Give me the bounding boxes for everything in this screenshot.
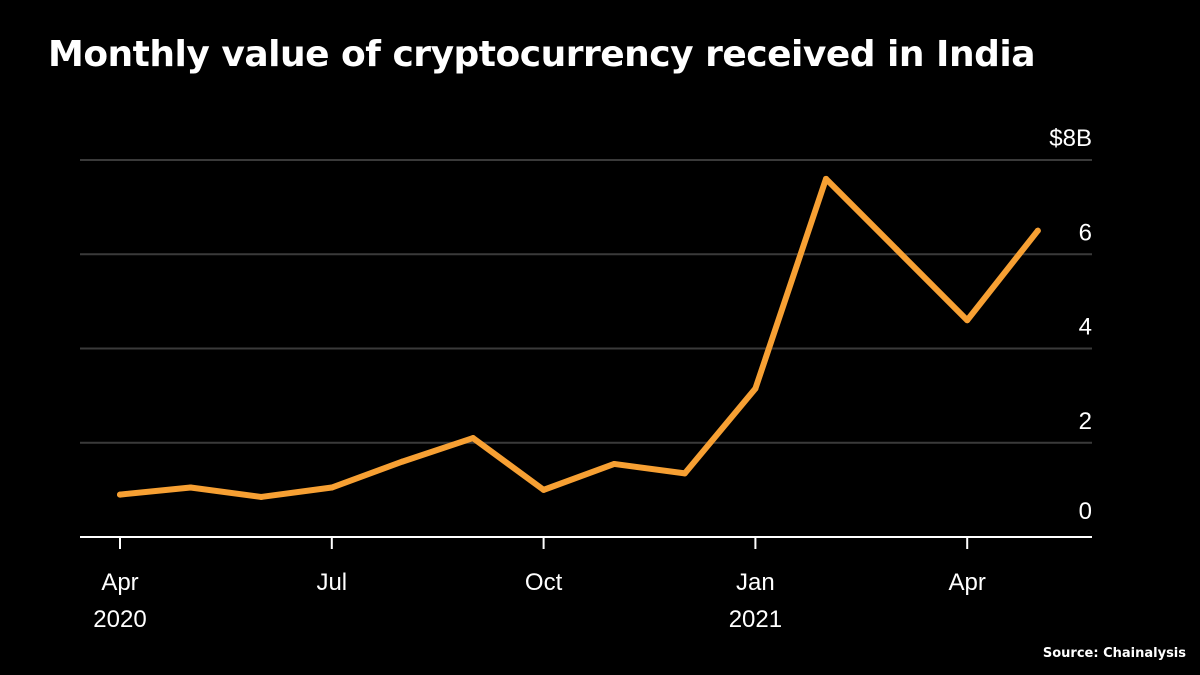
source-note: Source: Chainalysis — [1042, 646, 1186, 661]
y-axis-labels: 0 2 4 6 $8B — [1049, 125, 1092, 525]
x-axis-ticks: Apr 2020 Jul Oct Jan 2021 Apr — [93, 537, 986, 633]
data-point-2020-07 — [328, 484, 335, 491]
y-tick-label-4: 4 — [1079, 314, 1092, 341]
x-tick-label-2: Oct — [525, 569, 563, 596]
data-point-2020-12 — [681, 470, 688, 477]
y-tick-label-6: 6 — [1079, 219, 1092, 246]
data-point-2021-02 — [823, 175, 829, 182]
data-point-2020-09 — [470, 435, 476, 442]
y-tick-label-2: 2 — [1079, 408, 1092, 435]
x-tick-sublabel-3: 2021 — [729, 606, 782, 633]
x-tick-label-3: Jan — [736, 569, 775, 596]
y-tick-label-0: 0 — [1079, 498, 1092, 525]
data-point-2021-01 — [752, 385, 759, 392]
gridlines — [80, 159, 1092, 444]
series-line-0 — [117, 175, 1041, 500]
series-group — [117, 175, 1041, 500]
data-point-2020-05 — [187, 484, 194, 491]
x-tick-label-0: Apr — [101, 569, 138, 596]
data-point-2020-11 — [611, 460, 618, 467]
data-point-2020-06 — [258, 493, 265, 500]
data-point-2021-04 — [964, 317, 971, 324]
data-point-2020-10 — [540, 486, 547, 493]
data-point-2021-05 — [1034, 227, 1041, 234]
x-tick-sublabel-0: 2020 — [93, 606, 146, 633]
chart-title: Monthly value of cryptocurrency received… — [48, 34, 1035, 75]
y-tick-label-8: $8B — [1049, 125, 1092, 152]
data-point-2020-08 — [399, 458, 406, 465]
data-point-2020-04 — [117, 491, 123, 498]
x-tick-label-4: Apr — [949, 569, 986, 596]
x-tick-label-1: Jul — [316, 569, 347, 596]
data-point-2021-03 — [893, 246, 900, 253]
